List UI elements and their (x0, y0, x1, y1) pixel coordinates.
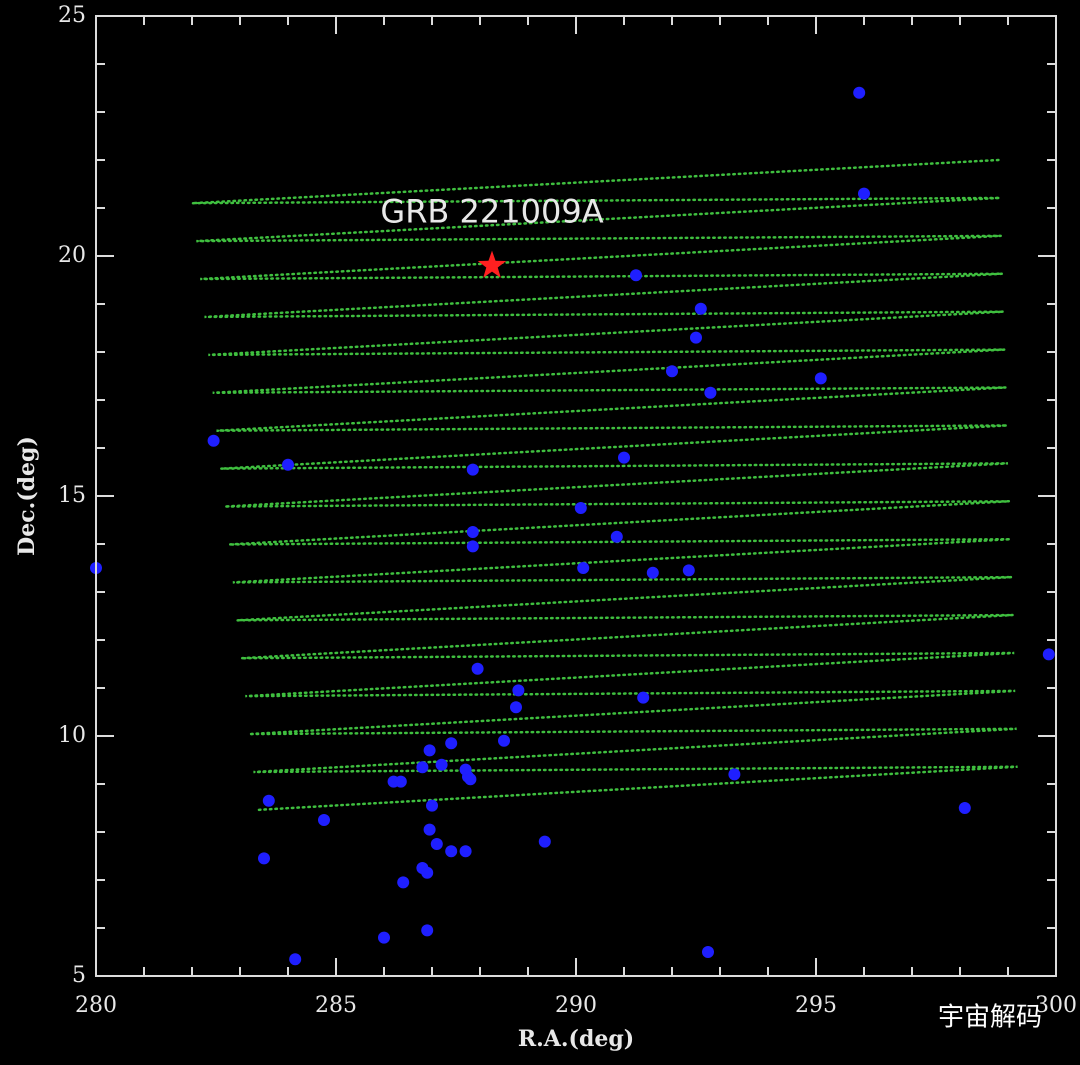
source-point (577, 562, 590, 574)
source-point (318, 814, 330, 826)
source-point (466, 540, 479, 553)
source-point (430, 838, 443, 850)
source-point (574, 502, 587, 514)
source-point (958, 802, 971, 814)
source-point (262, 794, 275, 807)
y-tick-label: 5 (72, 963, 86, 988)
source-point (435, 758, 448, 771)
x-axis-label: R.A.(deg) (518, 1026, 634, 1052)
source-point (690, 331, 702, 344)
source-point (426, 799, 438, 812)
source-point (421, 866, 434, 879)
source-point (704, 386, 717, 399)
source-point (416, 761, 429, 774)
source-point (682, 564, 695, 577)
grb-star (477, 250, 507, 278)
source-point (466, 526, 479, 538)
source-point (1042, 648, 1055, 661)
x-tick-label: 300 (1035, 993, 1077, 1018)
x-tick-label: 290 (555, 993, 597, 1018)
x-tick-label: 280 (75, 993, 117, 1018)
source-point (282, 458, 294, 471)
y-axis-label: Dec.(deg) (14, 436, 40, 556)
source-point (618, 451, 630, 464)
source-point (207, 434, 220, 447)
source-point (630, 269, 642, 282)
source-point (702, 946, 714, 958)
y-tick-label: 15 (58, 483, 86, 508)
source-point (512, 684, 525, 697)
scan-track (191, 158, 1018, 812)
source-point (510, 701, 522, 714)
source-point (610, 530, 623, 543)
source-point (397, 876, 410, 889)
source-point (858, 187, 870, 200)
source-point (258, 852, 270, 865)
source-point (423, 744, 436, 757)
source-point (464, 773, 477, 786)
y-tick-label: 20 (58, 243, 86, 268)
source-point (445, 737, 458, 750)
watermark: 宇宙解码 (938, 1003, 1042, 1033)
source-point (394, 775, 407, 788)
source-point (445, 845, 458, 858)
source-point (694, 302, 707, 315)
source-point (289, 953, 302, 966)
source-point (498, 734, 510, 747)
source-point (728, 768, 741, 781)
source-point (421, 924, 434, 937)
grb-label: GRB 221009A (380, 193, 603, 231)
x-tick-label: 285 (315, 993, 357, 1018)
source-point (666, 365, 678, 378)
source-point (853, 86, 866, 99)
source-point (459, 845, 472, 858)
y-tick-label: 10 (58, 723, 86, 748)
source-point (378, 931, 390, 944)
source-point (637, 691, 650, 704)
x-tick-label: 295 (795, 993, 837, 1018)
source-point (646, 566, 659, 579)
y-tick-label: 25 (58, 3, 86, 28)
source-point (466, 463, 479, 476)
source-point (423, 823, 436, 836)
source-point (471, 662, 484, 675)
source-point (538, 835, 551, 848)
source-point (814, 372, 827, 385)
